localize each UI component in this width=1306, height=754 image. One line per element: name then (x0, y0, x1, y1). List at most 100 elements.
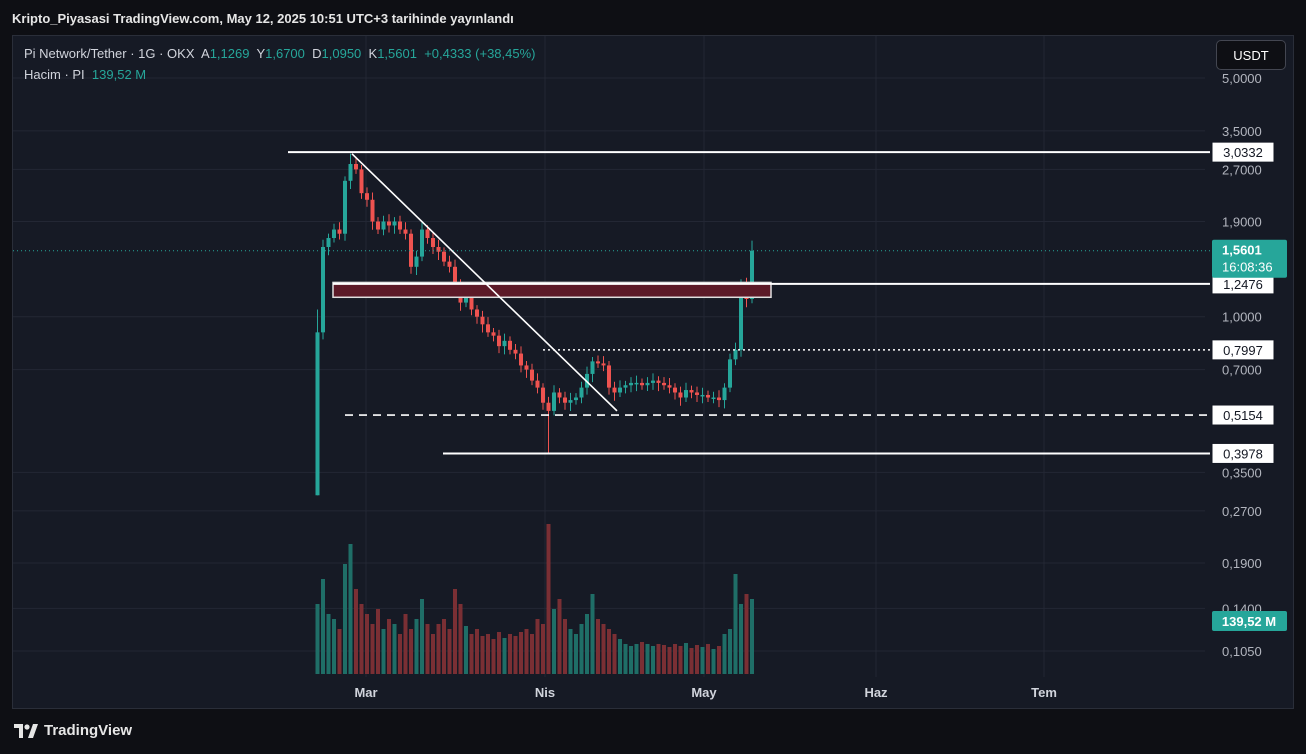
volume-bar (662, 645, 666, 674)
volume-bar (623, 644, 628, 674)
price-tick-label: 0,1900 (1222, 556, 1262, 571)
time-tick-label: Haz (864, 685, 888, 700)
candle-body (398, 221, 402, 230)
symbol-label[interactable]: Pi Network/Tether · 1G · OKX (24, 46, 195, 61)
candle-body (739, 283, 743, 350)
volume-bar (326, 614, 331, 674)
volume-bar (645, 644, 650, 674)
volume-bar (354, 589, 358, 674)
candle-body (370, 199, 375, 222)
candle-body (431, 238, 435, 248)
volume-legend: Hacim · PI 139,52 M (24, 67, 146, 82)
candle-body (513, 349, 518, 354)
candle-body (706, 394, 710, 398)
level-badge-label: 0,5154 (1223, 408, 1263, 423)
volume-bar (414, 619, 419, 674)
volume-bar (673, 644, 677, 674)
candle-body (519, 353, 523, 366)
volume-bar (431, 634, 435, 674)
volume-bar (513, 636, 518, 674)
high-value: 1,6700 (265, 46, 305, 61)
level-badge-label: 1,2476 (1223, 277, 1263, 292)
volume-bar (711, 649, 716, 674)
candle-body (535, 380, 540, 388)
candle-body (645, 382, 650, 386)
volume-bar (469, 634, 474, 674)
candle-body (607, 365, 611, 388)
candle-body (728, 359, 732, 388)
volume-bar (607, 629, 611, 674)
volume-bar (508, 634, 512, 674)
tradingview-logo-icon (14, 723, 38, 738)
volume-bar (442, 619, 446, 674)
price-tick-label: 0,3500 (1222, 465, 1262, 480)
candle-body (733, 349, 738, 360)
volume-bar (739, 604, 743, 674)
candle-body (722, 387, 727, 401)
candle-body (392, 221, 397, 226)
candle-body (475, 309, 479, 317)
volume-bar (332, 619, 336, 674)
candle-body (376, 221, 380, 230)
level-badge (1211, 404, 1275, 426)
publish-caption: Kripto_Piyasasi TradingView.com, May 12,… (12, 11, 514, 26)
volume-bar (486, 634, 490, 674)
candle-body (601, 363, 606, 366)
volume-bar (381, 629, 386, 674)
candle-body (579, 387, 584, 398)
candle-body (524, 365, 529, 370)
candle-body (590, 361, 595, 374)
candle-body (541, 387, 545, 403)
close-label: K (368, 46, 378, 61)
volume-bar (464, 626, 468, 674)
level-badge (1211, 141, 1275, 163)
volume-bar (541, 624, 545, 674)
tradingview-logo[interactable]: TradingView (14, 722, 132, 739)
candle-body (574, 397, 578, 401)
volume-bar (502, 638, 507, 674)
candle-body (403, 229, 408, 234)
volume-label[interactable]: Hacim · PI (24, 67, 85, 82)
volume-bar (667, 647, 672, 674)
volume-badge (1212, 611, 1287, 631)
volume-bar (590, 594, 595, 674)
price-tick-label: 1,0000 (1222, 310, 1262, 325)
candle-body (464, 295, 468, 303)
candle-body (634, 382, 639, 385)
price-tick-label: 0,7000 (1222, 363, 1262, 378)
volume-bar (678, 646, 683, 674)
candle-body (700, 394, 705, 397)
chart-frame (12, 35, 1294, 709)
candle-body (695, 392, 699, 395)
volume-bar (546, 524, 551, 674)
volume-bar (436, 624, 441, 674)
volume-badge-label: 139,52 M (1222, 614, 1276, 629)
volume-bar (475, 629, 479, 674)
candle-body (469, 295, 474, 310)
volume-bar (596, 619, 600, 674)
candle-body (651, 380, 655, 383)
time-tick-label: Mar (354, 685, 377, 700)
volume-bar (700, 647, 705, 674)
volume-bar (420, 599, 424, 674)
volume-bar (568, 629, 573, 674)
candle-body (711, 397, 716, 400)
volume-bar (585, 614, 589, 674)
candle-body (684, 390, 688, 398)
open-value: 1,1269 (209, 46, 250, 61)
candle-body (678, 392, 683, 398)
volume-bar (557, 599, 562, 674)
candle-body (348, 163, 353, 181)
volume-bar (601, 624, 606, 674)
price-tick-label: 0,1050 (1222, 644, 1262, 659)
volume-bar (497, 632, 501, 674)
candle-body (618, 387, 622, 393)
resistance-zone (332, 281, 772, 299)
volume-bar (409, 629, 413, 674)
currency-button[interactable]: USDT (1216, 40, 1286, 70)
price-tick-label: 0,2700 (1222, 504, 1262, 519)
level-badge (1211, 442, 1275, 464)
candle-body (552, 392, 556, 411)
time-tick-label: Tem (1031, 685, 1057, 700)
